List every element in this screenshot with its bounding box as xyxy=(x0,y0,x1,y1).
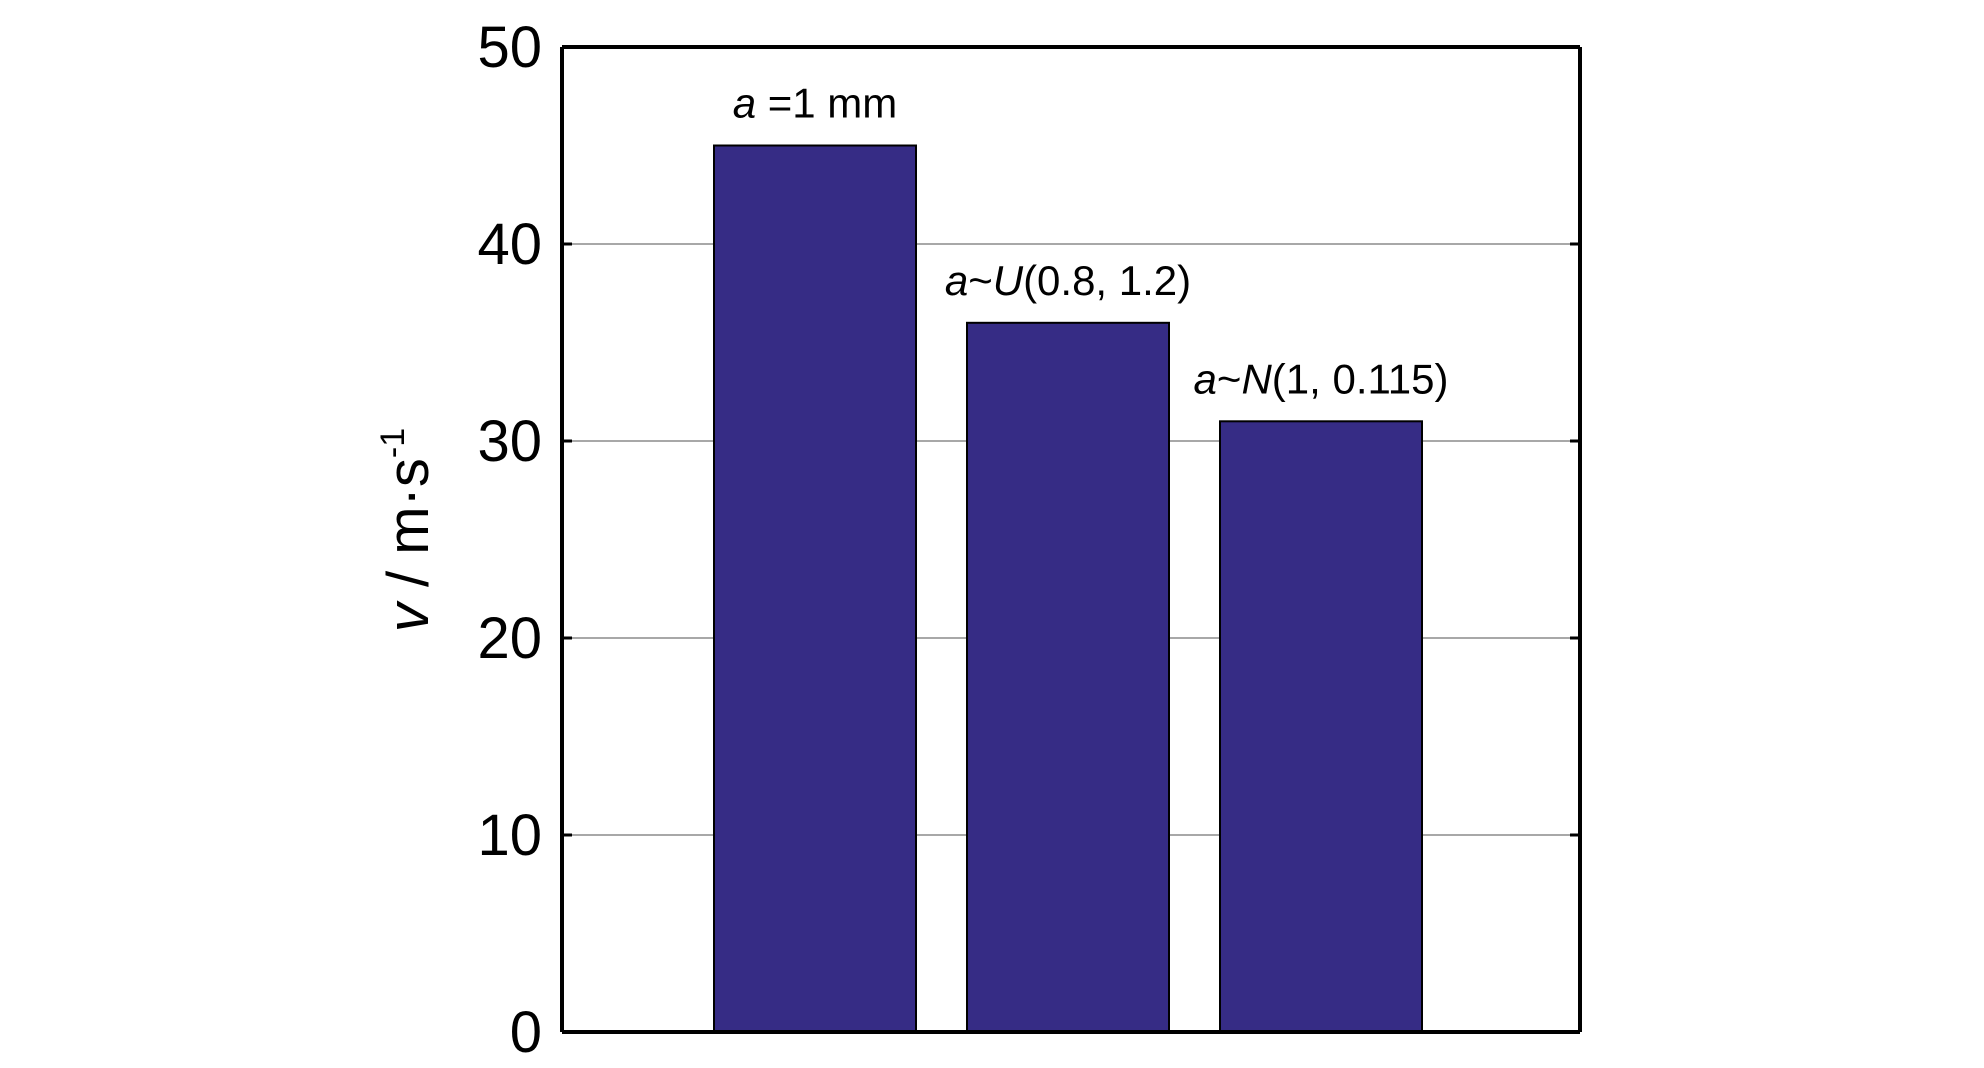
bar-label-2: a~U(0.8, 1.2) xyxy=(945,257,1191,304)
y-tick-label: 50 xyxy=(477,15,542,80)
bar-label-1: a =1 mm xyxy=(733,80,898,127)
y-tick-label: 20 xyxy=(477,606,542,671)
bar-1 xyxy=(714,146,916,1033)
bar-label-3: a~N(1, 0.115) xyxy=(1194,355,1449,402)
y-axis-label-variable: v xyxy=(376,600,441,632)
bar-2 xyxy=(967,323,1169,1032)
y-axis-label-exponent: -1 xyxy=(374,428,412,458)
y-tick-label: 10 xyxy=(477,803,542,868)
y-tick-label: 40 xyxy=(477,212,542,277)
y-axis-label-unit: / m·s xyxy=(376,458,441,603)
y-tick-label: 30 xyxy=(477,409,542,474)
y-axis-label: v / m·s-1 xyxy=(374,428,441,632)
y-tick-label: 0 xyxy=(510,1000,542,1063)
bar-3 xyxy=(1220,421,1422,1032)
